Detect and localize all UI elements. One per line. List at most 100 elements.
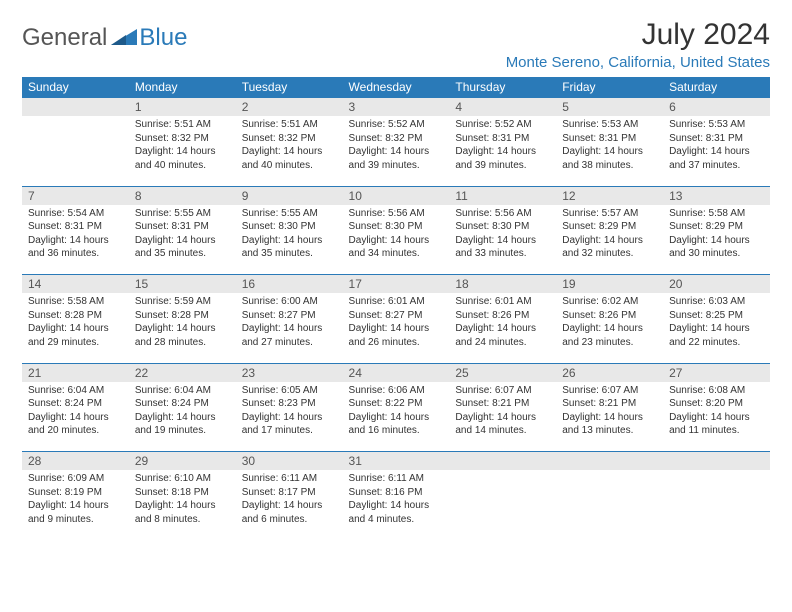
day-sr: Sunrise: 6:01 AM	[349, 295, 444, 309]
day-dl1: Daylight: 14 hours	[28, 411, 123, 425]
day-dl2: and 16 minutes.	[349, 424, 444, 438]
day-number-cell: 31	[343, 452, 450, 471]
day-content-cell: Sunrise: 6:09 AMSunset: 8:19 PMDaylight:…	[22, 470, 129, 540]
day-number-cell: 6	[663, 98, 770, 117]
day-dl2: and 26 minutes.	[349, 336, 444, 350]
day-sr: Sunrise: 5:54 AM	[28, 207, 123, 221]
day-sr: Sunrise: 5:56 AM	[455, 207, 550, 221]
day-number-cell: 29	[129, 452, 236, 471]
day-number-cell: 16	[236, 275, 343, 294]
col-thursday: Thursday	[449, 77, 556, 98]
day-sr: Sunrise: 6:00 AM	[242, 295, 337, 309]
day-ss: Sunset: 8:24 PM	[135, 397, 230, 411]
day-dl1: Daylight: 14 hours	[135, 234, 230, 248]
day-content-cell: Sunrise: 5:51 AMSunset: 8:32 PMDaylight:…	[236, 116, 343, 186]
day-number-cell: 9	[236, 186, 343, 205]
day-dl1: Daylight: 14 hours	[349, 145, 444, 159]
day-content-cell: Sunrise: 5:59 AMSunset: 8:28 PMDaylight:…	[129, 293, 236, 363]
day-content-cell: Sunrise: 5:56 AMSunset: 8:30 PMDaylight:…	[449, 205, 556, 275]
day-dl1: Daylight: 14 hours	[349, 499, 444, 513]
day-sr: Sunrise: 6:10 AM	[135, 472, 230, 486]
day-sr: Sunrise: 5:52 AM	[455, 118, 550, 132]
day-dl1: Daylight: 14 hours	[669, 234, 764, 248]
calendar-body: 123456Sunrise: 5:51 AMSunset: 8:32 PMDay…	[22, 98, 770, 541]
day-sr: Sunrise: 6:11 AM	[349, 472, 444, 486]
col-tuesday: Tuesday	[236, 77, 343, 98]
day-number-cell: 19	[556, 275, 663, 294]
day-dl1: Daylight: 14 hours	[349, 322, 444, 336]
day-sr: Sunrise: 5:58 AM	[28, 295, 123, 309]
day-content-cell: Sunrise: 5:52 AMSunset: 8:32 PMDaylight:…	[343, 116, 450, 186]
day-ss: Sunset: 8:25 PM	[669, 309, 764, 323]
day-sr: Sunrise: 5:51 AM	[242, 118, 337, 132]
brand-logo: General Blue	[22, 18, 187, 52]
day-dl2: and 34 minutes.	[349, 247, 444, 261]
day-number-cell: 25	[449, 363, 556, 382]
day-sr: Sunrise: 6:07 AM	[455, 384, 550, 398]
day-number-cell: 3	[343, 98, 450, 117]
day-ss: Sunset: 8:17 PM	[242, 486, 337, 500]
day-content-cell: Sunrise: 5:55 AMSunset: 8:31 PMDaylight:…	[129, 205, 236, 275]
day-dl2: and 23 minutes.	[562, 336, 657, 350]
day-number-cell: 8	[129, 186, 236, 205]
day-content-cell: Sunrise: 6:05 AMSunset: 8:23 PMDaylight:…	[236, 382, 343, 452]
day-content-cell: Sunrise: 6:08 AMSunset: 8:20 PMDaylight:…	[663, 382, 770, 452]
day-sr: Sunrise: 6:09 AM	[28, 472, 123, 486]
day-dl1: Daylight: 14 hours	[455, 322, 550, 336]
day-dl1: Daylight: 14 hours	[242, 322, 337, 336]
day-number-cell: 27	[663, 363, 770, 382]
day-sr: Sunrise: 6:03 AM	[669, 295, 764, 309]
day-number-cell: 11	[449, 186, 556, 205]
day-dl2: and 8 minutes.	[135, 513, 230, 527]
day-dl2: and 37 minutes.	[669, 159, 764, 173]
day-number-cell: 21	[22, 363, 129, 382]
day-ss: Sunset: 8:23 PM	[242, 397, 337, 411]
day-content-cell: Sunrise: 5:54 AMSunset: 8:31 PMDaylight:…	[22, 205, 129, 275]
day-ss: Sunset: 8:29 PM	[562, 220, 657, 234]
day-dl2: and 9 minutes.	[28, 513, 123, 527]
day-dl2: and 35 minutes.	[242, 247, 337, 261]
day-dl1: Daylight: 14 hours	[562, 145, 657, 159]
day-sr: Sunrise: 5:53 AM	[562, 118, 657, 132]
day-dl1: Daylight: 14 hours	[135, 145, 230, 159]
day-number-cell: 20	[663, 275, 770, 294]
weekday-header-row: Sunday Monday Tuesday Wednesday Thursday…	[22, 77, 770, 98]
day-content-cell: Sunrise: 6:11 AMSunset: 8:16 PMDaylight:…	[343, 470, 450, 540]
day-content-cell: Sunrise: 6:10 AMSunset: 8:18 PMDaylight:…	[129, 470, 236, 540]
day-dl1: Daylight: 14 hours	[135, 411, 230, 425]
day-ss: Sunset: 8:18 PM	[135, 486, 230, 500]
day-content-cell: Sunrise: 6:04 AMSunset: 8:24 PMDaylight:…	[129, 382, 236, 452]
day-content-cell: Sunrise: 5:58 AMSunset: 8:29 PMDaylight:…	[663, 205, 770, 275]
day-ss: Sunset: 8:32 PM	[135, 132, 230, 146]
day-dl1: Daylight: 14 hours	[242, 411, 337, 425]
day-dl2: and 38 minutes.	[562, 159, 657, 173]
brand-triangle-icon	[111, 27, 137, 50]
page-header: General Blue July 2024 Monte Sereno, Cal…	[22, 18, 770, 71]
day-content-cell	[22, 116, 129, 186]
day-ss: Sunset: 8:26 PM	[562, 309, 657, 323]
day-ss: Sunset: 8:30 PM	[349, 220, 444, 234]
day-dl1: Daylight: 14 hours	[455, 234, 550, 248]
day-ss: Sunset: 8:28 PM	[135, 309, 230, 323]
day-content-cell	[449, 470, 556, 540]
day-ss: Sunset: 8:21 PM	[455, 397, 550, 411]
day-number-cell: 23	[236, 363, 343, 382]
title-block: July 2024 Monte Sereno, California, Unit…	[506, 18, 770, 71]
day-number-cell: 14	[22, 275, 129, 294]
day-ss: Sunset: 8:30 PM	[455, 220, 550, 234]
day-content-cell: Sunrise: 5:51 AMSunset: 8:32 PMDaylight:…	[129, 116, 236, 186]
day-dl2: and 27 minutes.	[242, 336, 337, 350]
day-number-cell: 7	[22, 186, 129, 205]
day-dl2: and 20 minutes.	[28, 424, 123, 438]
day-dl1: Daylight: 14 hours	[349, 411, 444, 425]
day-dl1: Daylight: 14 hours	[455, 145, 550, 159]
day-sr: Sunrise: 6:05 AM	[242, 384, 337, 398]
col-monday: Monday	[129, 77, 236, 98]
col-friday: Friday	[556, 77, 663, 98]
day-number-cell: 26	[556, 363, 663, 382]
day-ss: Sunset: 8:32 PM	[242, 132, 337, 146]
content-row: Sunrise: 6:09 AMSunset: 8:19 PMDaylight:…	[22, 470, 770, 540]
day-number-cell: 28	[22, 452, 129, 471]
daynum-row: 123456	[22, 98, 770, 117]
day-dl2: and 33 minutes.	[455, 247, 550, 261]
